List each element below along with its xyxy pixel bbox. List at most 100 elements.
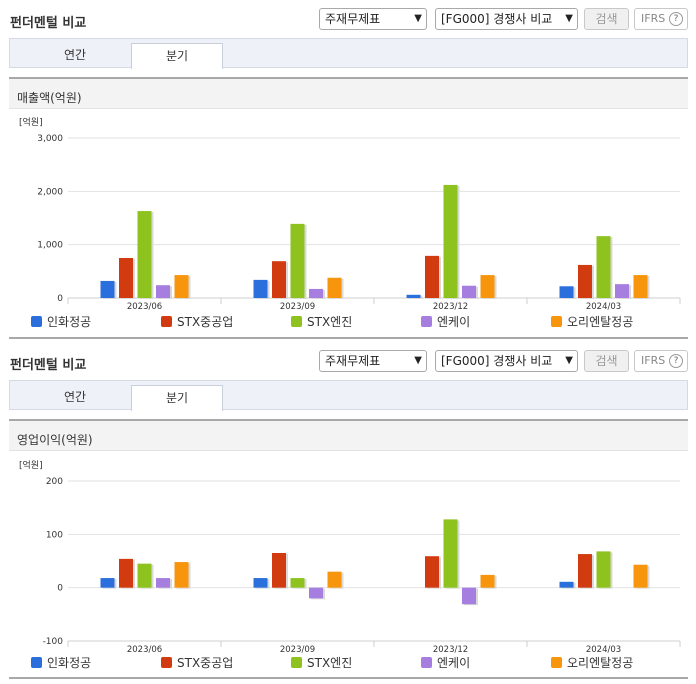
panel-title: 펀더멘털 비교 bbox=[10, 16, 87, 31]
bar[interactable] bbox=[290, 578, 305, 588]
bar[interactable] bbox=[596, 236, 611, 298]
period-tabs: 연간 분기 bbox=[9, 380, 688, 411]
legend-swatch bbox=[31, 657, 42, 668]
bar[interactable] bbox=[578, 264, 592, 298]
bar[interactable] bbox=[156, 285, 170, 298]
y-tick-label: 100 bbox=[46, 530, 63, 540]
legend-item[interactable]: STX중공업 bbox=[161, 655, 233, 671]
bar[interactable] bbox=[633, 275, 648, 298]
peer-group-select[interactable]: [FG000] 경쟁사 비교 ▼ bbox=[435, 8, 578, 30]
legend-label: 인화정공 bbox=[47, 315, 92, 329]
legend-item[interactable]: STX중공업 bbox=[161, 314, 233, 330]
bar[interactable] bbox=[327, 277, 342, 298]
bar[interactable] bbox=[615, 284, 629, 298]
legend-label: 엔케이 bbox=[437, 656, 471, 670]
bar[interactable] bbox=[137, 563, 152, 588]
tab-annual[interactable]: 연간 bbox=[63, 390, 87, 404]
bar[interactable] bbox=[596, 551, 611, 588]
legend-swatch bbox=[421, 657, 432, 668]
statement-type-value: 주재무제표 bbox=[325, 354, 381, 368]
bar[interactable] bbox=[272, 261, 286, 298]
y-tick-label: 1,000 bbox=[37, 241, 63, 251]
legend-item[interactable]: 엔케이 bbox=[421, 314, 470, 330]
chart-title: 매출액(억원) bbox=[17, 91, 82, 105]
chart-legend: 인화정공 STX중공업 STX엔진 엔케이 오리엔탈정공 bbox=[9, 314, 688, 330]
legend-label: 엔케이 bbox=[437, 315, 471, 329]
statement-type-select[interactable]: 주재무제표 ▼ bbox=[319, 350, 427, 372]
tab-quarterly[interactable]: 분기 bbox=[131, 385, 223, 411]
legend-item[interactable]: 엔케이 bbox=[421, 655, 470, 671]
ifrs-label: IFRS bbox=[641, 12, 666, 25]
bar[interactable] bbox=[443, 519, 458, 588]
legend-item[interactable]: STX엔진 bbox=[291, 314, 352, 330]
bar[interactable] bbox=[119, 258, 133, 298]
tab-quarterly[interactable]: 분기 bbox=[131, 43, 223, 69]
ifrs-button[interactable]: IFRS ? bbox=[634, 350, 688, 372]
bar[interactable] bbox=[272, 553, 286, 588]
bar[interactable] bbox=[119, 558, 133, 588]
legend-label: STX엔진 bbox=[307, 315, 353, 329]
bar[interactable] bbox=[578, 554, 592, 588]
bar[interactable] bbox=[462, 285, 476, 298]
panel-header: 펀더멘털 비교 주재무제표 ▼ [FG000] 경쟁사 비교 ▼ 검색 IFRS… bbox=[0, 342, 696, 376]
legend-label: STX중공업 bbox=[177, 315, 234, 329]
bar[interactable] bbox=[480, 275, 495, 298]
bar[interactable] bbox=[174, 275, 189, 298]
tab-annual[interactable]: 연간 bbox=[63, 48, 87, 62]
legend-label: STX중공업 bbox=[177, 656, 234, 670]
chart-legend: 인화정공 STX중공업 STX엔진 엔케이 오리엔탈정공 bbox=[9, 655, 688, 671]
bar[interactable] bbox=[425, 255, 439, 298]
bar[interactable] bbox=[462, 587, 476, 605]
legend-label: 오리엔탈정공 bbox=[567, 656, 634, 670]
ifrs-button[interactable]: IFRS ? bbox=[634, 8, 688, 30]
bar[interactable] bbox=[443, 184, 458, 298]
bar[interactable] bbox=[290, 223, 305, 298]
x-tick-label: 2023/06 bbox=[127, 302, 162, 312]
bar[interactable] bbox=[156, 578, 170, 588]
bar[interactable] bbox=[253, 279, 268, 298]
search-button[interactable]: 검색 bbox=[584, 350, 629, 372]
chart-header: 영업이익(억원) bbox=[9, 421, 688, 451]
fundamental-panel-revenue: 펀더멘털 비교 주재무제표 ▼ [FG000] 경쟁사 비교 ▼ 검색 IFRS… bbox=[9, 8, 688, 339]
bar[interactable] bbox=[559, 286, 574, 298]
bar[interactable] bbox=[327, 571, 342, 588]
x-tick-label: 2024/03 bbox=[586, 302, 621, 312]
y-tick-label: 2,000 bbox=[37, 187, 63, 197]
bar[interactable] bbox=[100, 280, 115, 298]
bar[interactable] bbox=[633, 564, 648, 588]
bar[interactable] bbox=[309, 288, 323, 298]
legend-item[interactable]: 인화정공 bbox=[31, 655, 91, 671]
legend-swatch bbox=[161, 316, 172, 327]
panel-title: 펀더멘털 비교 bbox=[10, 358, 87, 373]
help-icon[interactable]: ? bbox=[669, 354, 683, 368]
bar[interactable] bbox=[559, 581, 574, 588]
legend-label: STX엔진 bbox=[307, 656, 353, 670]
statement-type-select[interactable]: 주재무제표 ▼ bbox=[319, 8, 427, 30]
bar[interactable] bbox=[425, 556, 439, 588]
x-tick-label: 2023/06 bbox=[127, 645, 162, 655]
period-tabs: 연간 분기 bbox=[9, 38, 688, 69]
legend-item[interactable]: 오리엔탈정공 bbox=[551, 314, 633, 330]
search-button[interactable]: 검색 bbox=[584, 8, 629, 30]
peer-group-select[interactable]: [FG000] 경쟁사 비교 ▼ bbox=[435, 350, 578, 372]
bar[interactable] bbox=[100, 578, 115, 588]
bar[interactable] bbox=[406, 294, 421, 298]
y-tick-label: 3,000 bbox=[37, 134, 63, 144]
revenue-bar-chart: [억원] 0 1,000 2,000 3,000 2023/06 2023/09 2023/1… bbox=[19, 116, 681, 312]
operating-profit-bar-chart: [억원] -100 0 100 200 2023/06 2023/09 2023/12 2024… bbox=[19, 459, 681, 655]
chart-container: 영업이익(억원) [억원] -100 0 100 200 2023/06 2023/09 20… bbox=[9, 419, 688, 679]
legend-item[interactable]: STX엔진 bbox=[291, 655, 352, 671]
legend-item[interactable]: 인화정공 bbox=[31, 314, 91, 330]
y-tick-label: 0 bbox=[57, 584, 63, 594]
bar[interactable] bbox=[253, 578, 268, 588]
y-tick-label: 200 bbox=[46, 477, 63, 487]
bar[interactable] bbox=[137, 211, 152, 298]
bar[interactable] bbox=[309, 587, 323, 599]
statement-type-value: 주재무제표 bbox=[325, 12, 381, 26]
bar[interactable] bbox=[174, 562, 189, 588]
help-icon[interactable]: ? bbox=[669, 12, 683, 26]
bar[interactable] bbox=[480, 574, 495, 588]
legend-item[interactable]: 오리엔탈정공 bbox=[551, 655, 633, 671]
ifrs-label: IFRS bbox=[641, 354, 666, 367]
legend-swatch bbox=[421, 316, 432, 327]
